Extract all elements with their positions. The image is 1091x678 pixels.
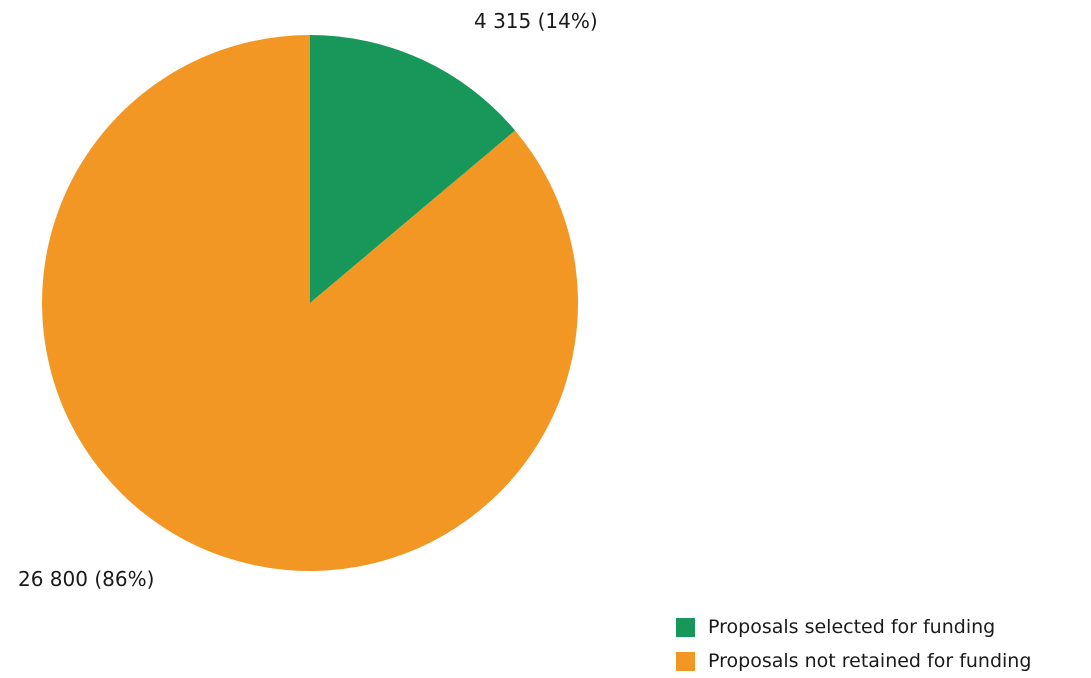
data-label-not-retained: 26 800 (86%) [18, 567, 154, 591]
legend-item-not-retained: Proposals not retained for funding [676, 644, 1088, 678]
pie-slice-not-retained [41, 35, 579, 571]
legend-label-not-retained: Proposals not retained for funding [708, 650, 1032, 672]
data-label-selected: 4 315 (14%) [474, 9, 598, 33]
legend-swatch-selected [676, 617, 695, 637]
legend-label-selected: Proposals selected for funding [708, 616, 996, 638]
pie-data-labels: 4 315 (14%) 26 800 (86%) [18, 9, 598, 591]
chart-legend: Proposals selected for funding Proposals… [676, 610, 1088, 678]
legend-item-selected: Proposals selected for funding [676, 610, 1088, 644]
pie-slices [41, 35, 579, 571]
legend-swatch-not-retained [676, 651, 695, 671]
pie-slice-selected [310, 35, 516, 303]
